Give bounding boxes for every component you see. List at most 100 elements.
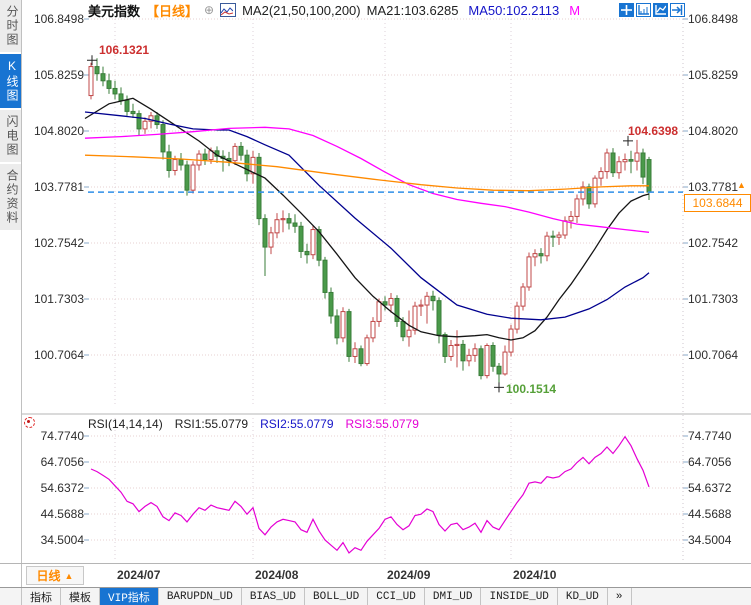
indicator-tab-9[interactable]: KD_UD <box>558 588 608 605</box>
pan-right-icon[interactable] <box>670 3 685 17</box>
indicator-tab-4[interactable]: BIAS_UD <box>242 588 306 605</box>
price-axis-label-right: 100.7064 <box>688 348 739 362</box>
rsi-axis-label-right: 74.7740 <box>688 429 732 443</box>
candle <box>430 295 436 302</box>
price-axis-label-right: 101.7303 <box>688 292 739 306</box>
sidebar-item-1[interactable]: K线图 <box>0 54 21 108</box>
candle <box>304 250 310 256</box>
candle <box>622 159 628 163</box>
sidebar-item-0[interactable]: 分时图 <box>0 0 21 52</box>
more-tabs-button[interactable]: » <box>608 588 632 605</box>
rsi-value-1: RSI2:55.0779 <box>260 417 334 431</box>
candle <box>520 286 526 307</box>
period-tag: 【日线】 <box>146 3 199 19</box>
candle <box>580 186 586 200</box>
candle <box>646 159 652 193</box>
candle <box>388 297 394 306</box>
candle <box>556 234 562 238</box>
candle <box>532 253 538 258</box>
candle <box>280 218 286 221</box>
candle <box>334 315 340 339</box>
candle <box>232 145 238 162</box>
candle <box>442 334 448 357</box>
rsi-axis-label-right: 64.7056 <box>688 455 732 469</box>
candle <box>340 311 346 339</box>
candle <box>268 232 274 248</box>
sidebar-item-2[interactable]: 闪电图 <box>0 110 21 162</box>
symbol-name: 美元指数 <box>88 3 141 19</box>
candle <box>346 311 352 357</box>
candle <box>256 156 262 220</box>
candle <box>574 198 580 217</box>
candle <box>364 337 370 365</box>
candle <box>604 152 610 173</box>
rsi-title: RSI(14,14,14) <box>88 417 163 431</box>
candle <box>154 115 160 126</box>
indicator-tab-3[interactable]: BARUPDN_UD <box>159 588 242 605</box>
indicator-tab-8[interactable]: INSIDE_UD <box>481 588 558 605</box>
indicator-tab-1[interactable]: 模板 <box>61 588 100 605</box>
price-axis-label-left: 102.7542 <box>33 236 84 250</box>
month-label: 2024/09 <box>387 568 431 582</box>
ma-value-0: MA21:103.6285 <box>366 2 459 18</box>
candle <box>484 345 490 377</box>
candle <box>454 343 460 347</box>
chart-layout-icon[interactable] <box>653 3 668 17</box>
candle <box>130 110 136 115</box>
candle <box>448 345 454 357</box>
indicator-tab-2[interactable]: VIP指标 <box>100 588 159 605</box>
candle <box>160 124 166 153</box>
ma-line-MA21 <box>84 97 650 341</box>
candle <box>496 365 502 375</box>
axis-settings-icon[interactable] <box>636 3 651 17</box>
add-indicator-icon[interactable]: ⊕ <box>204 3 215 17</box>
chevron-up-icon: ▲ <box>64 570 74 581</box>
period-selector-button[interactable]: 日线 ▲ <box>26 566 84 585</box>
price-axis-label-right: 103.7781 <box>688 180 739 194</box>
candle <box>460 343 466 362</box>
candle <box>358 348 364 365</box>
ma-settings-label: MA2(21,50,100,200) <box>242 2 361 18</box>
indicator-tab-6[interactable]: CCI_UD <box>368 588 425 605</box>
candle <box>406 329 412 338</box>
sidebar-item-3[interactable]: 合约资料 <box>0 164 21 230</box>
month-label: 2024/07 <box>117 568 161 582</box>
price-axis-label-right: 104.8020 <box>688 124 739 138</box>
indicator-tab-5[interactable]: BOLL_UD <box>305 588 369 605</box>
candle <box>352 348 358 357</box>
candle <box>184 164 190 191</box>
candle <box>310 229 316 256</box>
candle <box>94 66 100 75</box>
period-high-annotation: 106.1321 <box>99 43 150 58</box>
candle <box>544 235 550 257</box>
price-axis-label-right: 105.8259 <box>688 68 739 82</box>
recent-high-annotation: 104.6398 <box>628 123 679 138</box>
candle <box>88 66 94 97</box>
candle <box>238 145 244 156</box>
candle <box>550 235 556 238</box>
month-label: 2024/10 <box>513 568 557 582</box>
indicator-settings-icon[interactable] <box>24 417 35 428</box>
sidebar: 分时图 K线图 闪电图 合约资料 <box>0 0 22 563</box>
candle <box>418 304 424 307</box>
candle <box>250 156 256 175</box>
ma-value-1: MA50:102.2113 <box>468 2 560 18</box>
rsi-value-2: RSI3:55.0779 <box>345 417 419 431</box>
indicator-tab-0[interactable]: 指标 <box>22 588 61 605</box>
candle <box>628 159 634 162</box>
candle <box>592 177 598 205</box>
period-low-annotation: 100.1514 <box>506 382 557 397</box>
candle <box>502 351 508 375</box>
indicator-tab-7[interactable]: DMI_UD <box>425 588 482 605</box>
ma-line-MA100 <box>84 126 650 233</box>
time-axis-row: 日线 ▲ 2024/07 2024/08 2024/09 2024/10 <box>0 563 751 587</box>
candle <box>478 348 484 377</box>
candle <box>382 301 388 306</box>
rsi-axis-label-left: 34.5004 <box>40 533 84 547</box>
candle <box>124 99 130 112</box>
corner-cell <box>0 564 22 587</box>
crosshair-icon[interactable] <box>619 3 634 17</box>
candle <box>274 219 280 234</box>
